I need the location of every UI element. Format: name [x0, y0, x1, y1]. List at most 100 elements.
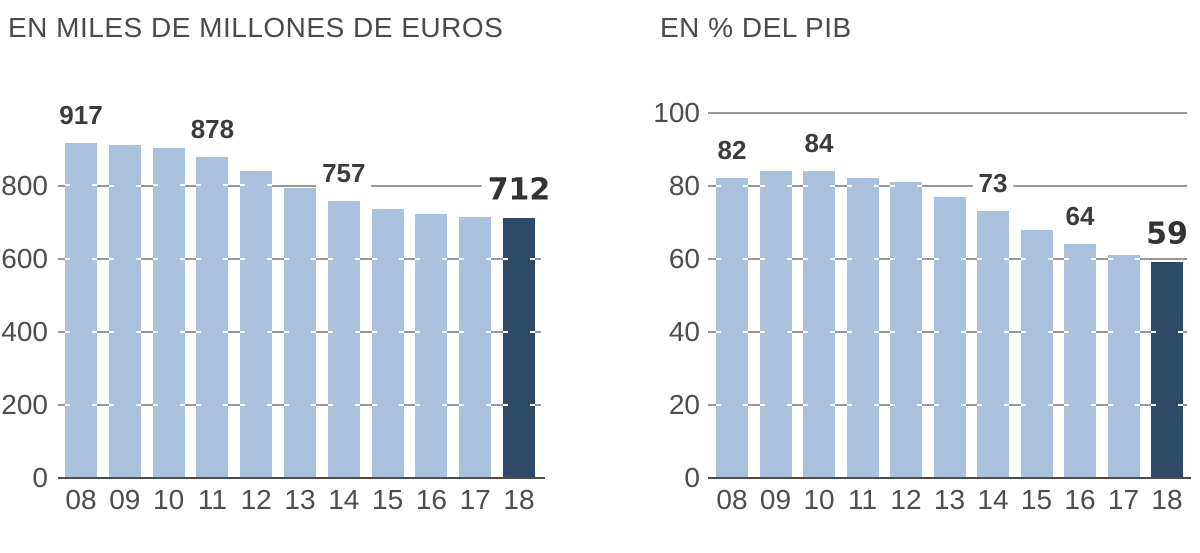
bar-17 — [459, 216, 492, 478]
bar-16 — [415, 214, 448, 478]
bar-13 — [933, 196, 966, 478]
grid-notch — [223, 257, 229, 260]
grid-notch — [415, 403, 421, 406]
grid-notch — [1004, 330, 1009, 333]
bar-17 — [1107, 255, 1140, 478]
x-axis-label-09: 09 — [109, 484, 141, 515]
x-axis-label-08: 08 — [716, 484, 748, 515]
grid-notch — [179, 330, 185, 333]
grid-notch — [977, 403, 982, 406]
grid-notch — [223, 184, 229, 187]
y-tick-label-600: 600 — [1, 242, 48, 274]
grid-notch — [873, 184, 879, 187]
grid-notch — [1151, 403, 1156, 406]
grid-notch — [1004, 257, 1009, 260]
value-label-10: 84 — [798, 128, 840, 160]
bar-09 — [108, 145, 141, 478]
grid-notch — [152, 403, 158, 406]
grid-notch — [267, 403, 273, 406]
grid-notch — [92, 330, 97, 333]
grid-notch — [830, 257, 835, 260]
y-tick-label-40: 40 — [668, 315, 700, 347]
x-axis-label-15: 15 — [1020, 484, 1053, 515]
bar-14 — [327, 201, 360, 478]
bar-11 — [846, 178, 879, 478]
grid-notch — [803, 184, 808, 187]
x-axis-label-11: 11 — [197, 484, 227, 515]
grid-notch — [240, 184, 246, 187]
y-tick-label-0: 0 — [32, 462, 48, 493]
y-tick-label-60: 60 — [668, 242, 700, 274]
grid-notch — [135, 330, 141, 333]
grid-notch — [786, 403, 792, 406]
grid-notch — [65, 184, 70, 187]
grid-notch — [917, 330, 922, 333]
grid-notch — [1020, 330, 1026, 333]
grid-notch — [933, 330, 939, 333]
grid-notch — [803, 330, 808, 333]
grid-notch — [1107, 330, 1113, 333]
grid-notch — [240, 403, 246, 406]
grid-notch — [1064, 257, 1069, 260]
grid-notch — [415, 330, 421, 333]
grid-notch — [1134, 330, 1140, 333]
grid-notch — [743, 330, 748, 333]
y-tick-label-0: 0 — [684, 462, 700, 493]
grid-notch — [1178, 330, 1183, 333]
grid-notch — [459, 257, 465, 260]
grid-notch — [759, 184, 765, 187]
bar-08 — [65, 142, 97, 478]
grid-notch — [135, 403, 141, 406]
value-label-08: 82 — [711, 136, 753, 167]
grid-notch — [743, 403, 748, 406]
grid-notch — [354, 330, 360, 333]
bar-09 — [759, 171, 792, 478]
grid-notch — [486, 257, 492, 260]
grid-notch — [267, 330, 273, 333]
x-axis-label-13: 13 — [284, 484, 316, 515]
grid-notch — [135, 184, 141, 187]
grid-notch — [743, 257, 748, 260]
grid-notch — [92, 257, 97, 260]
grid-notch — [1107, 403, 1113, 406]
x-axis-label-16: 16 — [1064, 484, 1096, 515]
grid-notch — [1134, 403, 1140, 406]
grid-notch — [398, 257, 404, 260]
x-axis-label-17: 17 — [459, 484, 491, 515]
grid-notch — [1047, 330, 1053, 333]
grid-notch — [503, 403, 508, 406]
grid-notch — [327, 257, 333, 260]
grid-notch — [371, 330, 377, 333]
y-tick-label-20: 20 — [668, 388, 700, 420]
grid-notch — [108, 403, 114, 406]
x-axis-label-12: 12 — [240, 484, 272, 515]
grid-notch — [873, 330, 879, 333]
grid-notch — [917, 184, 922, 187]
x-axis-label-16: 16 — [415, 484, 447, 515]
grid-notch — [716, 257, 721, 260]
grid-notch — [1020, 403, 1026, 406]
grid-notch — [223, 403, 229, 406]
grid-notch — [1151, 330, 1156, 333]
x-axis-label-17: 17 — [1107, 484, 1140, 515]
grid-notch — [354, 257, 360, 260]
grid-notch — [530, 330, 535, 333]
grid-notch — [759, 330, 765, 333]
grid-notch — [371, 257, 377, 260]
x-axis-label-08: 08 — [65, 484, 97, 515]
x-axis-line — [708, 477, 1191, 479]
bar-12 — [890, 182, 922, 478]
grid-notch — [503, 257, 508, 260]
grid-notch — [530, 257, 535, 260]
grid-notch — [108, 330, 114, 333]
grid-notch — [179, 257, 185, 260]
x-axis-label-11: 11 — [847, 484, 878, 515]
grid-notch — [284, 330, 289, 333]
grid-notch — [786, 184, 792, 187]
grid-notch — [135, 257, 141, 260]
grid-notch — [196, 184, 202, 187]
grid-notch — [108, 257, 114, 260]
grid-notch — [716, 330, 721, 333]
grid-notch — [311, 257, 316, 260]
